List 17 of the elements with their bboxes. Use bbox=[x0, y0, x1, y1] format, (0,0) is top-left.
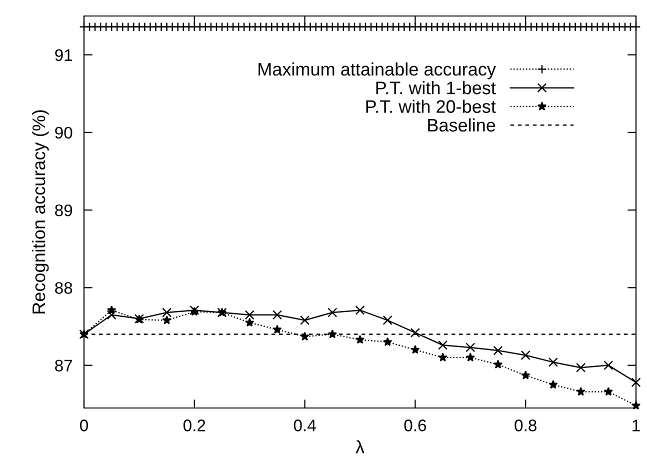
x-tick-label: 0.2 bbox=[183, 420, 206, 432]
x-axis-title: λ bbox=[356, 440, 364, 454]
y-tick-label: 90 bbox=[55, 126, 72, 139]
y-axis-title: Recognition accuracy (%) bbox=[32, 110, 49, 314]
x-tick-label: 0.6 bbox=[404, 420, 426, 432]
y-tick-label: 89 bbox=[55, 204, 72, 216]
legend-label: P.T. with 20-best bbox=[366, 100, 496, 113]
y-tick-label: 88 bbox=[55, 282, 72, 294]
x-tick-label: 0.8 bbox=[514, 420, 536, 432]
y-tick-label: 87 bbox=[55, 360, 72, 372]
legend-label: Maximum attainable accuracy bbox=[258, 62, 496, 80]
x-tick-label: 1 bbox=[632, 420, 640, 432]
y-tick-label: 91 bbox=[55, 49, 72, 62]
x-tick-label: 0 bbox=[80, 420, 88, 432]
x-tick-label: 0.4 bbox=[294, 420, 316, 432]
legend-label: Baseline bbox=[428, 118, 496, 132]
legend-label: P.T. with 1-best bbox=[376, 81, 496, 94]
